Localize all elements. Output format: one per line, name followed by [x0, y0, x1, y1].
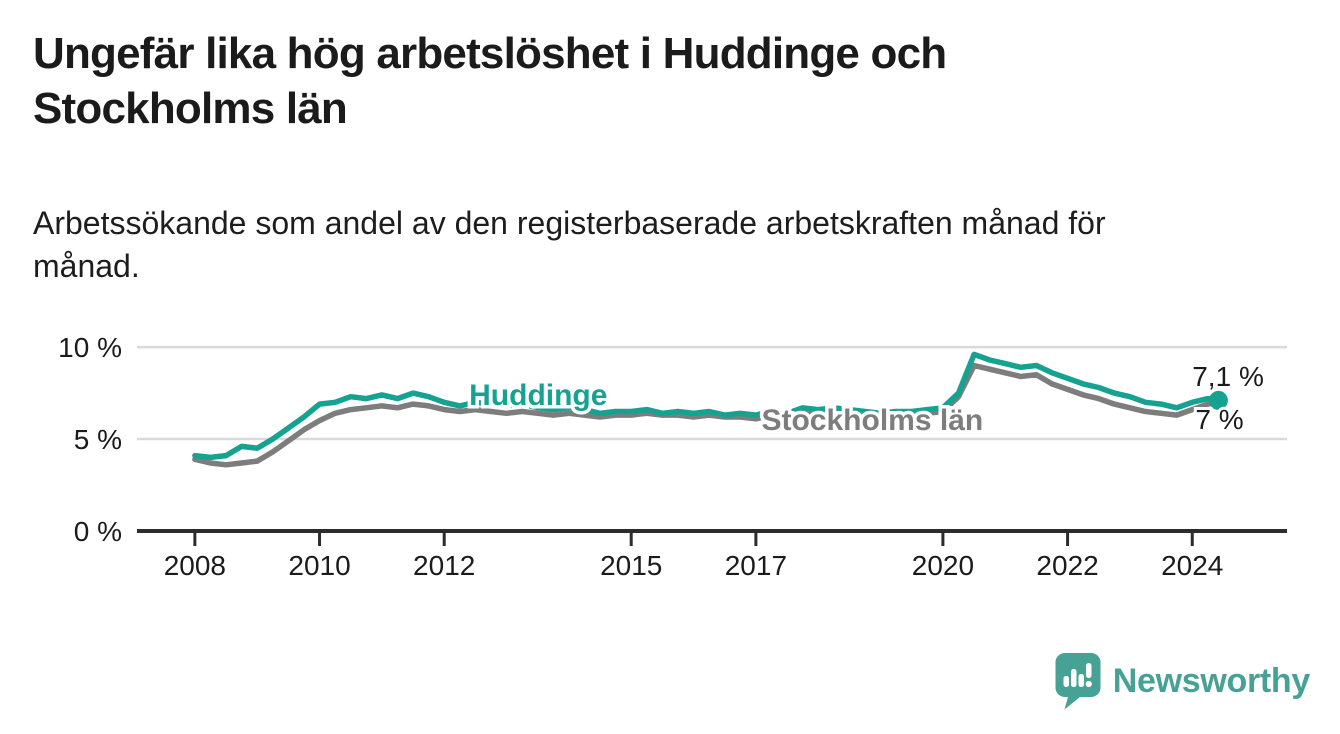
series-label-huddinge: Huddinge: [469, 379, 607, 412]
x-tick-label-2015: 2015: [600, 550, 662, 581]
series-line-huddinge: [192, 351, 1222, 461]
end-value-label-huddinge: 7,1 %: [1192, 361, 1264, 392]
title-line-1: Ungefär lika hög arbetslöshet i Huddinge…: [33, 29, 947, 78]
y-tick-label-5: 5 %: [74, 424, 122, 455]
y-tick-label-0: 0 %: [74, 516, 122, 547]
subtitle-line-2: månad.: [33, 248, 140, 284]
end-value-label-stockholms-l-n: 7 %: [1195, 404, 1243, 435]
last-point-dot-huddinge: [1208, 390, 1228, 410]
x-tick-label-2008: 2008: [164, 550, 226, 581]
x-tick-label-2020: 2020: [912, 550, 974, 581]
speech-bubble-shape: [1055, 653, 1101, 710]
y-tick-label-10: 10 %: [58, 332, 122, 363]
brand-name: Newsworthy: [1112, 662, 1311, 700]
subtitle-line-1: Arbetssökande som andel av den registerb…: [33, 205, 1106, 241]
x-tick-label-2010: 2010: [288, 550, 350, 581]
x-tick-label-2022: 2022: [1036, 550, 1098, 581]
chart-subtitle: Arbetssökande som andel av den registerb…: [33, 202, 1106, 288]
newsworthy-brand: Newsworthy: [1055, 652, 1310, 711]
x-tick-label-2024: 2024: [1161, 550, 1223, 581]
unemployment-line-chart: 0 % 5 % 10 % 2008 2010 2012 2015 2017 2020 2022 20…: [58, 332, 1287, 581]
x-tick-label-2017: 2017: [725, 550, 787, 581]
series-label-stockholms-l-n: Stockholms län: [761, 404, 983, 437]
series-line-stockholms-l-n: [192, 362, 1222, 468]
title-line-2: Stockholms län: [33, 84, 348, 133]
x-tick-label-2012: 2012: [413, 550, 475, 581]
page-title: Ungefär lika hög arbetslöshet i Huddinge…: [33, 26, 947, 136]
bar-chart-glyph: [1063, 663, 1092, 688]
newsworthy-logo-icon: [1055, 653, 1101, 710]
